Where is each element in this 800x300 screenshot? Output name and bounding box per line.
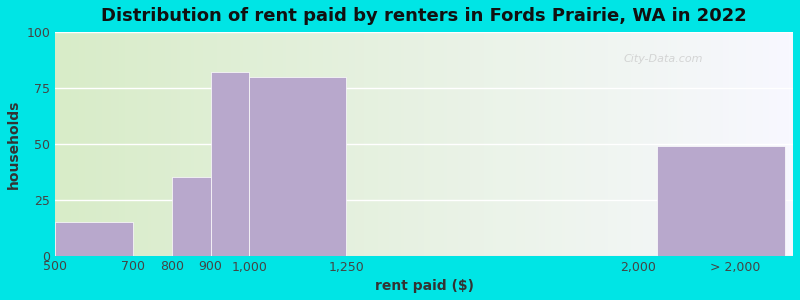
- Bar: [210, 72, 250, 256]
- Bar: [172, 177, 210, 256]
- Text: City-Data.com: City-Data.com: [623, 54, 703, 64]
- Bar: [250, 77, 346, 256]
- X-axis label: rent paid ($): rent paid ($): [374, 279, 474, 293]
- Bar: [55, 222, 133, 256]
- Title: Distribution of rent paid by renters in Fords Prairie, WA in 2022: Distribution of rent paid by renters in …: [102, 7, 747, 25]
- Y-axis label: households: households: [7, 99, 21, 188]
- Bar: [657, 146, 786, 256]
